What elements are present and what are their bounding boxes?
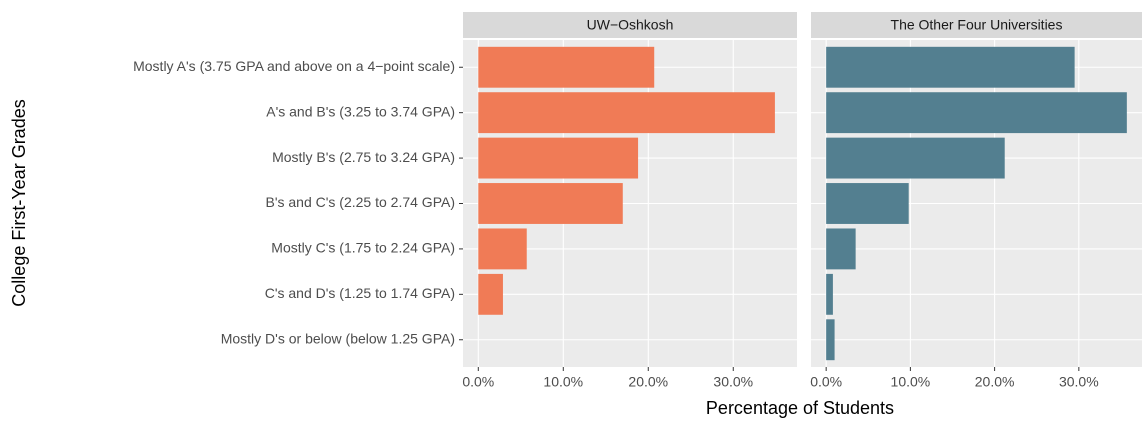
bar: [826, 228, 856, 270]
x-tick-label: 20.0%: [975, 374, 1015, 390]
y-tick-label: Mostly D's or below (below 1.25 GPA): [221, 330, 455, 346]
bar: [478, 228, 527, 270]
bar: [826, 137, 1005, 179]
bar: [826, 92, 1127, 134]
bar: [826, 46, 1075, 88]
x-tick-label: 10.0%: [543, 374, 583, 390]
bar: [826, 273, 833, 315]
x-tick-label: 30.0%: [713, 374, 753, 390]
y-axis-title: College First-Year Grades: [9, 99, 29, 306]
bar: [478, 137, 639, 179]
x-tick-label: 0.0%: [462, 374, 494, 390]
x-tick-label: 30.0%: [1059, 374, 1099, 390]
bar: [826, 183, 909, 224]
y-tick-label: Mostly B's (2.75 to 3.24 GPA): [272, 149, 455, 165]
y-tick-label: A's and B's (3.25 to 3.74 GPA): [266, 103, 455, 119]
y-tick-label: Mostly A's (3.75 GPA and above on a 4−po…: [133, 58, 455, 74]
y-tick-label: C's and D's (1.25 to 1.74 GPA): [265, 285, 455, 301]
x-tick-label: 10.0%: [891, 374, 931, 390]
x-tick-label: 20.0%: [628, 374, 668, 390]
y-tick-label: B's and C's (2.25 to 2.74 GPA): [265, 194, 455, 210]
y-tick-label: Mostly C's (1.75 to 2.24 GPA): [271, 240, 455, 256]
bar: [478, 183, 623, 224]
strip: [811, 12, 1142, 38]
bar: [826, 319, 835, 361]
bar: [478, 46, 655, 88]
x-tick-label: 0.0%: [810, 374, 842, 390]
bar: [478, 273, 503, 315]
x-axis-title: Percentage of Students: [706, 398, 894, 418]
strip-text: UW−Oshkosh: [587, 17, 674, 33]
strip: [463, 12, 797, 38]
bar: [478, 92, 775, 134]
strip-text: The Other Four Universities: [891, 17, 1063, 33]
